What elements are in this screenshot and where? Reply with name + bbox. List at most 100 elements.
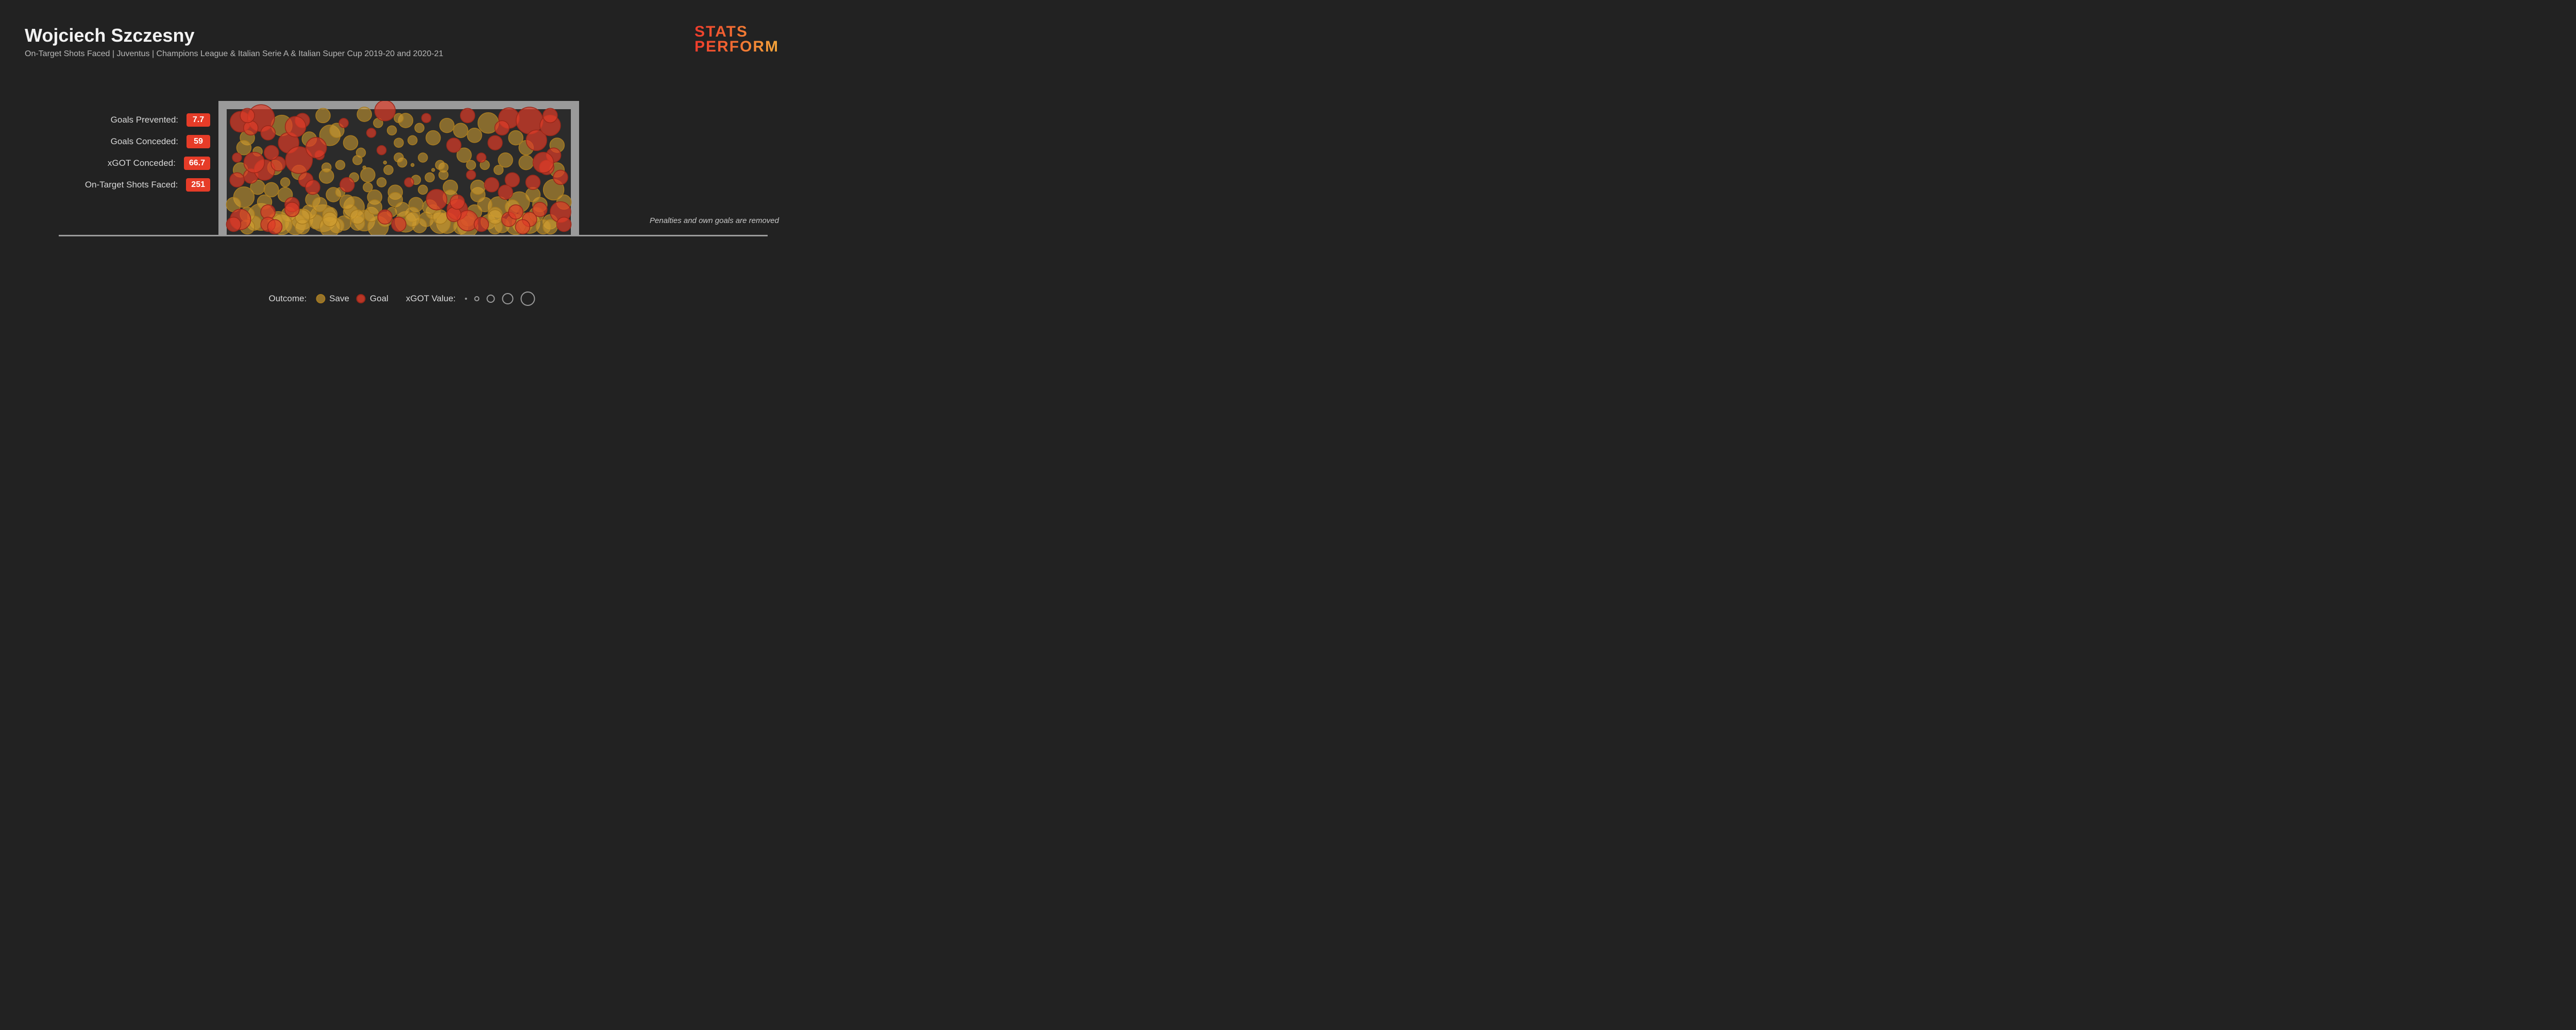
- shot-save: [322, 163, 331, 172]
- shot-save: [323, 212, 337, 227]
- size-swatch-4-icon: [521, 291, 535, 306]
- stat-value: 59: [187, 135, 210, 148]
- stat-row-goals-prevented: Goals Prevented: 7.7: [25, 113, 210, 127]
- shot-goal: [498, 185, 513, 199]
- size-swatch-0-icon: [465, 298, 467, 300]
- stat-value: 251: [186, 178, 210, 192]
- shot-save: [467, 128, 482, 143]
- legend-xgot-title: xGOT Value:: [406, 294, 456, 304]
- footnote: Penalties and own goals are removed: [650, 216, 779, 225]
- shot-save: [363, 183, 372, 192]
- shot-save: [340, 195, 354, 209]
- shot-goal: [533, 152, 554, 173]
- shot-save: [432, 168, 435, 171]
- shot-goal: [340, 178, 354, 192]
- shot-save: [363, 166, 366, 169]
- shot-save: [236, 141, 251, 155]
- shot-goal: [421, 113, 431, 123]
- shot-goal: [232, 153, 242, 162]
- logo-line-2: PERFORM: [694, 40, 779, 55]
- shot-goal: [495, 121, 509, 135]
- shot-goal: [477, 153, 486, 162]
- shot-save: [405, 212, 420, 227]
- shot-save: [387, 126, 397, 135]
- shot-save: [316, 108, 330, 123]
- shot-goal: [378, 210, 392, 224]
- stat-label: On-Target Shots Faced:: [85, 180, 178, 190]
- stat-value: 7.7: [187, 113, 210, 127]
- shot-save: [433, 210, 447, 224]
- stat-label: Goals Conceded:: [111, 136, 178, 147]
- shot-goal: [553, 170, 568, 184]
- swatch-save-icon: [316, 294, 325, 303]
- shot-goal: [375, 101, 395, 121]
- stats-perform-logo: STATS PERFORM: [694, 25, 779, 54]
- shots-scatter: [218, 101, 579, 235]
- shot-save: [361, 168, 375, 182]
- shot-save: [453, 123, 468, 138]
- shot-save: [394, 153, 403, 162]
- legend-goal-label: Goal: [370, 294, 388, 304]
- shot-goal: [367, 128, 376, 138]
- shot-goal: [516, 107, 543, 134]
- stat-row-shots-faced: On-Target Shots Faced: 251: [25, 178, 210, 192]
- legend-xgot: xGOT Value:: [406, 291, 535, 306]
- shot-save: [543, 219, 557, 234]
- chart-header: Wojciech Szczesny On-Target Shots Faced …: [25, 25, 443, 59]
- shot-save: [408, 135, 417, 145]
- shot-goal: [484, 178, 499, 192]
- stat-label: Goals Prevented:: [111, 115, 178, 125]
- shot-goal: [240, 108, 255, 123]
- shot-save: [519, 156, 533, 170]
- shot-save: [418, 185, 428, 194]
- shot-save: [384, 165, 393, 175]
- shot-save: [435, 160, 445, 169]
- shot-goal: [306, 180, 320, 195]
- shot-save: [494, 165, 503, 175]
- shot-goal: [392, 217, 406, 232]
- legend-outcome: Outcome: Save Goal: [268, 294, 388, 304]
- stat-row-xgot-conceded: xGOT Conceded: 66.7: [25, 157, 210, 170]
- ground-line: [59, 235, 768, 236]
- shot-goal: [226, 217, 241, 232]
- shot-save: [312, 197, 327, 212]
- stat-value: 66.7: [184, 157, 210, 170]
- logo-line-1: STATS: [694, 25, 779, 40]
- shot-save: [415, 123, 424, 132]
- shot-goal: [268, 219, 282, 234]
- shot-save: [344, 135, 358, 150]
- shot-goal: [427, 190, 447, 210]
- stat-row-goals-conceded: Goals Conceded: 59: [25, 135, 210, 148]
- shot-goal: [306, 138, 327, 158]
- shot-goal: [526, 175, 540, 190]
- legend-save: Save: [316, 294, 349, 304]
- chart-subtitle: On-Target Shots Faced | Juventus | Champ…: [25, 49, 443, 59]
- shot-goal: [557, 217, 571, 232]
- shot-goal: [339, 118, 348, 128]
- shot-goal: [285, 116, 306, 137]
- shot-goal: [285, 202, 299, 217]
- shot-save: [411, 163, 414, 166]
- shot-save: [357, 107, 371, 122]
- chart-title: Wojciech Szczesny: [25, 25, 443, 46]
- shot-goal: [543, 108, 557, 123]
- shot-save: [377, 178, 386, 187]
- legend: Outcome: Save Goal xGOT Value:: [268, 291, 535, 306]
- shot-save: [281, 178, 290, 187]
- shot-save: [488, 210, 502, 224]
- shot-save: [350, 210, 365, 224]
- shot-save: [478, 197, 492, 212]
- shot-save: [335, 160, 345, 169]
- shot-save: [466, 160, 476, 169]
- shot-save: [440, 118, 454, 133]
- shot-save: [383, 161, 386, 164]
- shot-save: [394, 138, 403, 147]
- shot-goal: [466, 170, 476, 180]
- legend-outcome-title: Outcome:: [268, 294, 307, 304]
- shot-save: [498, 153, 513, 167]
- shot-goal: [244, 152, 264, 173]
- shot-goal: [509, 205, 523, 219]
- shot-save: [394, 113, 403, 123]
- shot-goal: [377, 146, 386, 155]
- shot-save: [426, 131, 440, 145]
